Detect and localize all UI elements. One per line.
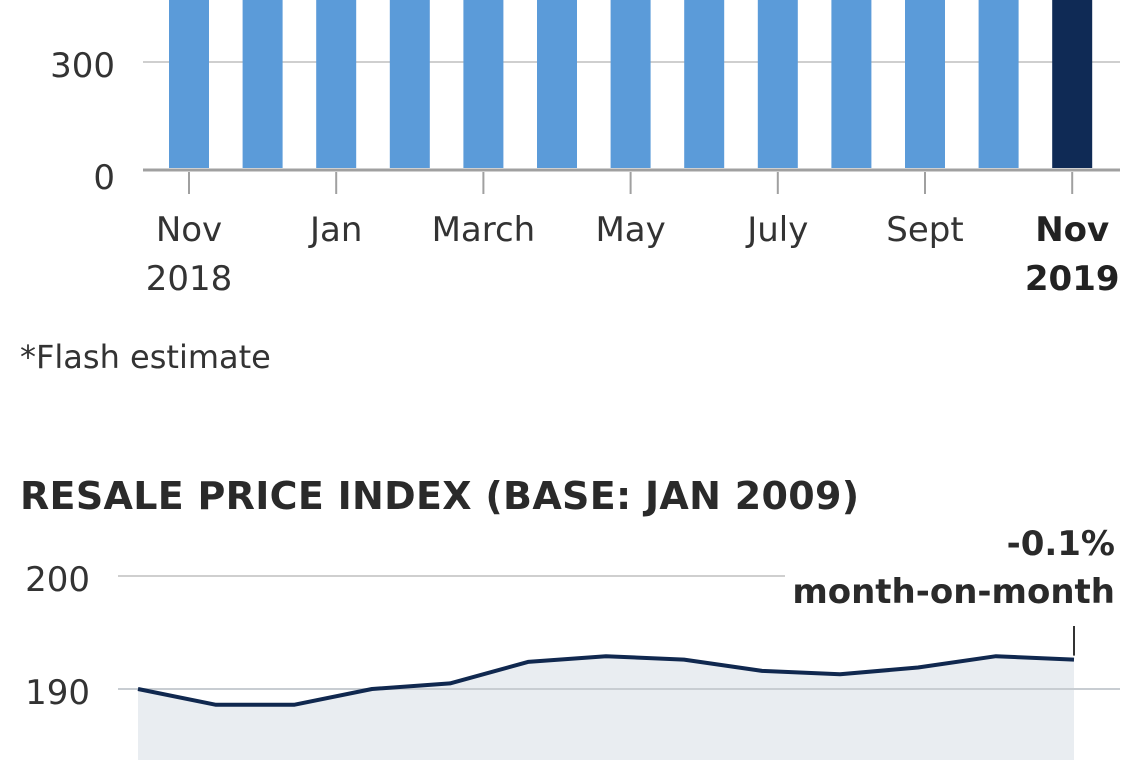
annotation-text: month-on-month <box>792 572 1115 612</box>
x-tick-label: Nov <box>156 210 222 250</box>
price-index-area <box>138 656 1074 760</box>
bar-nov-2019 <box>1052 0 1093 168</box>
bar-june <box>684 0 725 168</box>
x-tick-label: May <box>595 210 665 250</box>
bar-may <box>610 0 651 168</box>
y-tick-label-190: 190 <box>25 673 90 713</box>
x-tick-label-year: 2018 <box>146 259 233 299</box>
bar-dec <box>242 0 283 168</box>
x-tick-label: July <box>745 210 808 250</box>
bar-oct <box>978 0 1019 168</box>
y-tick-label-300: 300 <box>50 46 115 86</box>
x-tick-label: Sept <box>886 210 963 250</box>
y-tick-label-0: 0 <box>93 158 115 198</box>
bar-aug <box>831 0 872 168</box>
bar-march <box>463 0 504 168</box>
bar-sept <box>905 0 945 168</box>
bar-nov-2018 <box>169 0 209 168</box>
annotation-value: -0.1% <box>1007 524 1115 564</box>
bar-chart-x-ticks: Nov 2018 Jan March May July Sept Nov 2019 <box>146 172 1120 299</box>
x-tick-label: March <box>432 210 536 250</box>
price-index-line <box>137 654 1075 707</box>
x-tick-label: Jan <box>308 210 362 250</box>
bar-feb <box>389 0 430 168</box>
y-tick-label-200: 200 <box>25 560 90 600</box>
x-tick-label: Nov <box>1035 210 1109 250</box>
bar-jan <box>316 0 357 168</box>
footnote: *Flash estimate <box>20 338 271 376</box>
bar-april <box>537 0 577 168</box>
bar-july <box>757 0 798 168</box>
line-chart-y-ticks: 200 190 <box>25 560 90 713</box>
x-tick-label-year: 2019 <box>1025 259 1120 299</box>
bar-chart-y-ticks: 300 0 <box>50 46 115 198</box>
line-chart-title: RESALE PRICE INDEX (BASE: JAN 2009) <box>20 474 860 518</box>
bar-series <box>169 0 1093 168</box>
